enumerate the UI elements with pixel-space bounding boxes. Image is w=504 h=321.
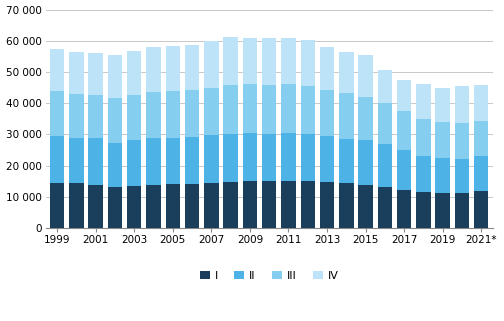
Bar (89, 138, 103, 185)
Bar (320, 90, 334, 136)
Bar (89, 95, 103, 138)
Bar (281, 181, 296, 228)
Bar (185, 184, 199, 228)
Bar (146, 138, 161, 185)
Bar (185, 137, 199, 184)
Bar (146, 92, 161, 138)
Bar (358, 55, 373, 97)
Bar (416, 119, 430, 156)
Bar (300, 86, 315, 134)
Bar (69, 94, 84, 138)
Bar (108, 187, 122, 228)
Bar (281, 38, 296, 84)
Bar (108, 55, 122, 98)
Bar (416, 156, 430, 192)
Bar (223, 37, 238, 85)
Bar (300, 134, 315, 181)
Bar (281, 84, 296, 133)
Bar (204, 88, 219, 135)
Bar (223, 182, 238, 228)
Bar (243, 38, 257, 84)
Bar (320, 47, 334, 90)
Bar (474, 156, 488, 191)
Bar (300, 40, 315, 86)
Bar (377, 144, 392, 187)
Bar (127, 51, 142, 95)
Bar (455, 123, 469, 159)
Bar (50, 136, 65, 183)
Bar (397, 150, 411, 190)
Bar (166, 46, 180, 91)
Bar (397, 190, 411, 228)
Bar (474, 191, 488, 228)
Bar (166, 91, 180, 138)
Bar (69, 183, 84, 228)
Bar (358, 140, 373, 185)
Bar (377, 187, 392, 228)
Bar (223, 85, 238, 134)
Bar (397, 80, 411, 111)
Bar (69, 138, 84, 183)
Bar (50, 48, 65, 91)
Bar (223, 134, 238, 182)
Bar (339, 184, 353, 228)
Bar (455, 86, 469, 123)
Bar (69, 52, 84, 94)
Bar (166, 185, 180, 228)
Bar (185, 90, 199, 137)
Bar (339, 52, 353, 93)
Bar (435, 193, 450, 228)
Bar (262, 181, 276, 228)
Bar (262, 134, 276, 181)
Bar (339, 139, 353, 184)
Bar (320, 182, 334, 228)
Bar (50, 183, 65, 228)
Bar (455, 159, 469, 193)
Bar (204, 135, 219, 183)
Bar (339, 93, 353, 139)
Bar (377, 70, 392, 103)
Bar (204, 41, 219, 88)
Bar (146, 185, 161, 228)
Bar (377, 103, 392, 144)
Bar (358, 185, 373, 228)
Bar (108, 98, 122, 143)
Bar (262, 38, 276, 85)
Bar (127, 140, 142, 186)
Bar (89, 53, 103, 95)
Bar (435, 88, 450, 122)
Bar (320, 136, 334, 182)
Bar (300, 181, 315, 228)
Bar (416, 192, 430, 228)
Bar (127, 95, 142, 140)
Bar (358, 97, 373, 140)
Legend: I, II, III, IV: I, II, III, IV (196, 266, 343, 285)
Bar (185, 45, 199, 90)
Bar (146, 47, 161, 92)
Bar (243, 181, 257, 228)
Bar (243, 84, 257, 133)
Bar (243, 133, 257, 181)
Bar (474, 121, 488, 156)
Bar (89, 185, 103, 228)
Bar (397, 111, 411, 150)
Bar (435, 122, 450, 158)
Bar (474, 85, 488, 121)
Bar (455, 193, 469, 228)
Bar (281, 133, 296, 181)
Bar (166, 138, 180, 185)
Bar (108, 143, 122, 187)
Bar (127, 186, 142, 228)
Bar (262, 85, 276, 134)
Bar (435, 158, 450, 193)
Bar (416, 83, 430, 119)
Bar (50, 91, 65, 136)
Bar (204, 183, 219, 228)
